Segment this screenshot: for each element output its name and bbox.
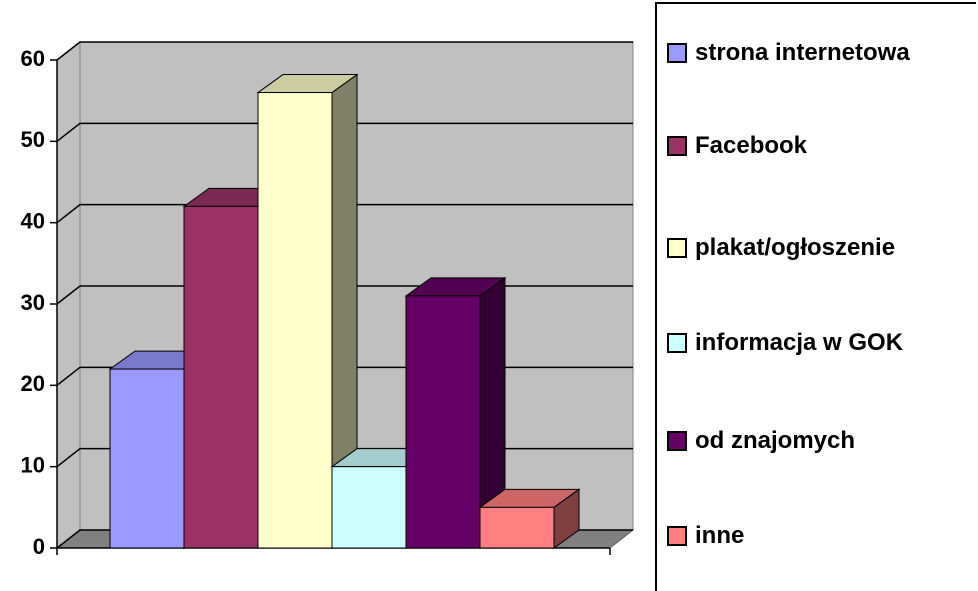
bar — [479, 506, 555, 549]
legend-label: strona internetowa — [695, 39, 910, 66]
y-tick-label: 10 — [21, 452, 45, 477]
legend-item: informacja w GOK — [667, 328, 945, 362]
bar — [331, 466, 407, 549]
legend-label: od znajomych — [695, 427, 856, 454]
y-tick-label: 60 — [21, 46, 45, 71]
bar — [183, 205, 259, 549]
grid-line — [56, 203, 633, 224]
legend-label: plakat/ogłoszenie — [695, 234, 896, 261]
legend-label: inne — [695, 522, 745, 549]
chart: 0 10 20 30 40 50 60 — [21, 40, 635, 559]
legend-swatch — [667, 526, 687, 546]
legend-item: inne — [667, 521, 945, 555]
legend-item: Facebook — [667, 131, 945, 165]
legend-swatch — [667, 43, 687, 63]
grid-line — [56, 41, 633, 61]
y-tick-label: 30 — [21, 290, 45, 315]
y-tick-label: 50 — [21, 127, 45, 152]
legend-item: strona internetowa — [667, 38, 945, 72]
legend-swatch — [667, 238, 687, 258]
legend-swatch — [667, 136, 687, 156]
y-tick-label: 0 — [33, 534, 45, 559]
bar — [257, 92, 333, 549]
legend-swatch — [667, 431, 687, 451]
legend-label: informacja w GOK — [695, 329, 904, 356]
bar — [405, 295, 481, 549]
y-tick-label: 20 — [21, 371, 45, 396]
legend-item: od znajomych — [667, 426, 945, 460]
legend-swatch — [667, 333, 687, 353]
legend-item: plakat/ogłoszenie — [667, 233, 945, 267]
bar — [109, 368, 185, 549]
legend: strona internetowa Facebook plakat/ogłosze… — [655, 2, 976, 591]
legend-label: Facebook — [695, 132, 808, 159]
y-tick-label: 40 — [21, 208, 45, 233]
grid-line — [56, 122, 633, 142]
